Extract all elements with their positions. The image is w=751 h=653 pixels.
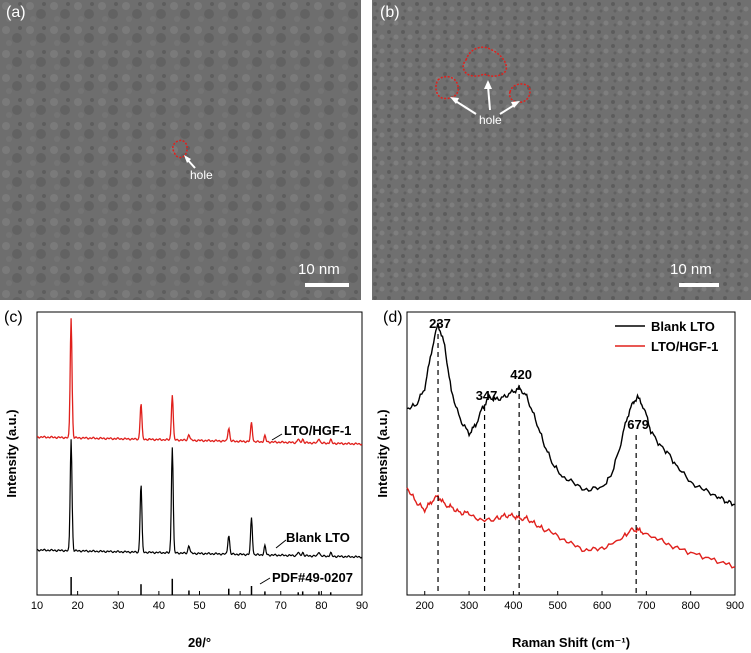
x-tick-label: 500 [549,600,567,612]
series-line-blank-lto [36,439,363,559]
tem-texture-b [372,0,751,300]
x-tick-label: 90 [356,600,368,612]
panel-label-d: (d) [383,309,403,326]
legend-label-blank-lto: Blank LTO [286,530,350,545]
x-tick-label: 300 [460,600,478,612]
panel-label-b: (b) [380,4,400,21]
x-tick-label: 700 [637,600,655,612]
legend-label: LTO/HGF-1 [651,339,718,354]
hole-outline [172,139,188,159]
x-tick-label: 20 [72,600,84,612]
hole-arrowhead-1 [450,97,459,104]
pointer-blank-lto [275,539,287,549]
hole-outline-2 [462,46,508,77]
hole-arrowhead-2 [484,80,492,89]
x-tick-label: 80 [315,600,327,612]
series-line-lto-hgf-1 [406,487,736,569]
raman-chart: (d) 200 300 400 500 600 700 800 900 Raman Shift (… [375,309,744,650]
x-tick-label: 60 [234,600,246,612]
scale-text-a: 10 nm [298,261,340,278]
hole-outline-1 [435,75,459,100]
x-tick-label: 40 [153,600,165,612]
hole-arrow-1 [453,99,477,115]
x-tick-label: 50 [193,600,205,612]
pointer-reference [259,577,271,585]
panel-label-a: (a) [6,4,26,21]
hole-arrow-2 [487,85,491,111]
hole-label-a: hole [190,168,213,182]
legend-label-lto-hgf-1: LTO/HGF-1 [284,423,351,438]
panel-label-c: (c) [4,309,23,326]
tem-texture-a [0,0,361,300]
x-tick-label: 800 [681,600,699,612]
x-tick-label: 30 [112,600,124,612]
x-tick-label: 70 [275,600,287,612]
peak-label: 237 [429,316,451,331]
scale-bar-a [305,283,349,287]
scale-text-b: 10 nm [670,261,712,278]
tem-image-b: (b) hole 10 nm [372,0,751,300]
hole-label-b: hole [479,113,502,127]
plot-frame [36,311,363,596]
tem-image-a: (a) hole 10 nm [0,0,361,300]
x-tick-label: 400 [504,600,522,612]
x-tick-label: 10 [31,600,43,612]
x-tick-label: 900 [726,600,744,612]
legend-label: Blank LTO [651,319,715,334]
reference-label: PDF#49-0207 [272,570,353,585]
y-axis-label: Intensity (a.u.) [4,409,19,497]
series-line-lto-hgf-1 [36,318,363,446]
scale-bar-b [679,283,719,287]
x-axis-label: Raman Shift (cm⁻¹) [512,635,630,650]
xrd-chart: (c) 10 20 30 40 50 60 70 80 90 2θ/° Intensity (a.u.… [4,309,368,650]
series-line-blank-lto [406,322,735,507]
hole-arrowhead [184,155,191,163]
y-axis-label: Intensity (a.u.) [375,409,390,497]
peak-label: 347 [476,388,498,403]
x-axis-label: 2θ/° [188,635,211,650]
hole-outline-3 [508,83,531,104]
x-tick-label: 600 [593,600,611,612]
pointer-lto-hgf-1 [271,433,283,441]
x-tick-label: 200 [416,600,434,612]
hole-arrowhead-3 [511,101,520,108]
peak-label: 420 [510,367,532,382]
plot-frame [406,311,736,596]
peak-label: 679 [627,417,649,432]
